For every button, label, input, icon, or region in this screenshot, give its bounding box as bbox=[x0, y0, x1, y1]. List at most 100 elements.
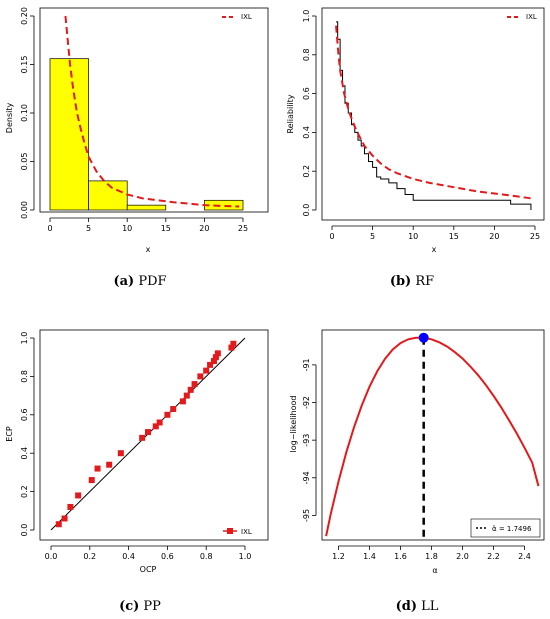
panel-a-y-tick-label: 0.00 bbox=[20, 201, 29, 219]
panel-d-y-tick-label: -91 bbox=[302, 358, 311, 371]
log-likelihood-curve bbox=[325, 336, 540, 537]
density-curve bbox=[64, 15, 240, 208]
panel-c-x-tick-label: 1.0 bbox=[239, 552, 252, 561]
pp-point bbox=[228, 344, 235, 351]
panel-b-y-tick-label: 0.6 bbox=[302, 87, 311, 100]
panel-a-y-tick-label: 0.15 bbox=[20, 56, 29, 74]
panel-d-x-tick-label: 2.0 bbox=[456, 552, 469, 561]
pp-point bbox=[203, 367, 210, 374]
panel-b-y-tick-label: 0.0 bbox=[302, 204, 311, 217]
pp-point bbox=[94, 465, 101, 472]
pp-point bbox=[207, 361, 214, 368]
plot-d-content: 1.2 1.4 1.6 1.8 2.0 2.2 2.4 -95 -94 -93 -92 -91 bbox=[302, 329, 545, 561]
panel-b-y-tick-label: 0.4 bbox=[302, 126, 311, 139]
pp-point bbox=[55, 521, 62, 528]
panel-b-x-tick-label: 10 bbox=[408, 232, 418, 241]
pp-point bbox=[88, 477, 95, 484]
panel-d-legend-label: α̂ = 1.7496 bbox=[492, 525, 532, 533]
plot-c-content: 0.0 0.2 0.4 0.6 0.8 1.0 0.0 0.2 0.4 0.6 0.8 1.0 bbox=[20, 329, 269, 561]
panel-a: 0 5 10 15 20 25 0.00 0.05 0.10 0.15 0.20 Density x… bbox=[5, 7, 269, 289]
pp-point bbox=[61, 515, 68, 522]
panel-d-x-tick-label: 1.4 bbox=[363, 552, 376, 561]
pp-point bbox=[179, 398, 186, 405]
panel-b-x-tick-label: 15 bbox=[449, 232, 459, 241]
panel-b-frame bbox=[321, 7, 545, 221]
panel-c-x-tick-label: 0.2 bbox=[83, 552, 96, 561]
histogram-bar bbox=[126, 204, 167, 211]
pp-point bbox=[183, 392, 190, 399]
pp-point bbox=[187, 386, 194, 393]
panel-a-x-tick-label: 0 bbox=[47, 224, 52, 233]
panel-c-ylabel: ECP bbox=[5, 426, 14, 442]
panel-b-xlabel: x bbox=[432, 245, 437, 254]
panel-b-y-tick-label: 1.0 bbox=[302, 10, 311, 23]
pp-point bbox=[139, 434, 146, 441]
panel-d-x-tick-label: 1.6 bbox=[394, 552, 407, 561]
panel-a-y-tick-label: 0.20 bbox=[20, 7, 29, 25]
panel-b-x-tick-label: 0 bbox=[329, 232, 334, 241]
panel-c-xlabel: OCP bbox=[140, 565, 157, 574]
panel-c-y-tick-label: 0.4 bbox=[20, 447, 29, 460]
panel-b-x-tick-label: 5 bbox=[370, 232, 375, 241]
panel-a-frame bbox=[39, 7, 269, 213]
pp-point bbox=[156, 419, 163, 426]
panel-a-legend-label: IXL bbox=[241, 13, 252, 21]
pp-point bbox=[210, 358, 217, 365]
panel-c-x-tick-label: 0.4 bbox=[122, 552, 135, 561]
panel-d-x-tick-label: 1.8 bbox=[425, 552, 438, 561]
panel-d-xlabel: α bbox=[432, 566, 437, 575]
panel-c-y-tick-label: 0.2 bbox=[20, 485, 29, 498]
panel-d-y-tick-label: -92 bbox=[302, 396, 311, 409]
histogram-bar bbox=[204, 199, 244, 211]
mle-point bbox=[418, 332, 429, 343]
panel-b-caption: (b) RF bbox=[390, 274, 434, 289]
panel-a-x-tick-label: 15 bbox=[161, 224, 171, 233]
pp-point bbox=[75, 492, 82, 499]
panel-a-xlabel: x bbox=[146, 245, 151, 254]
panel-c-legend-label: IXL bbox=[241, 528, 252, 536]
pp-point bbox=[170, 406, 177, 413]
panel-a-ylabel: Density bbox=[5, 103, 14, 134]
panel-c-x-tick-label: 0.0 bbox=[45, 552, 58, 561]
panel-d-x-tick-label: 2.4 bbox=[518, 552, 531, 561]
panel-b-x-tick-label: 20 bbox=[489, 232, 499, 241]
panel-a-caption: (a) PDF bbox=[113, 274, 166, 289]
pp-point bbox=[145, 429, 151, 436]
plot-a-content: 0 5 10 15 20 25 0.00 0.05 0.10 0.15 0.20 bbox=[20, 7, 269, 233]
pp-point bbox=[197, 373, 204, 380]
panel-a-x-tick-label: 10 bbox=[122, 224, 132, 233]
fitted-reliability-curve bbox=[335, 25, 532, 200]
pp-point bbox=[117, 450, 124, 457]
plot-b-content: 0 5 10 15 20 25 0.0 0.2 0.4 0.6 0.8 1.0 bbox=[302, 7, 545, 241]
panel-c-legend-marker bbox=[227, 528, 233, 534]
panel-d-ylabel: log−likelihood bbox=[289, 396, 298, 453]
panel-b-x-tick-label: 25 bbox=[530, 232, 540, 241]
pp-point bbox=[230, 340, 237, 347]
panel-d-x-tick-label: 2.2 bbox=[487, 552, 500, 561]
panel-c-y-tick-label: 1.0 bbox=[20, 332, 29, 345]
panel-d-y-tick-label: -93 bbox=[302, 434, 311, 447]
panel-b-y-tick-label: 0.2 bbox=[302, 165, 311, 178]
pp-point bbox=[214, 350, 221, 357]
panel-d: 1.2 1.4 1.6 1.8 2.0 2.2 2.4 -95 -94 -93 -92 -91 log… bbox=[289, 329, 545, 614]
panel-a-x-tick-label: 20 bbox=[199, 224, 209, 233]
panel-b-legend-label: IXL bbox=[526, 13, 537, 21]
pp-point bbox=[164, 411, 171, 418]
pp-point bbox=[191, 381, 198, 388]
panel-c-y-tick-label: 0.6 bbox=[20, 408, 29, 421]
histogram-bar bbox=[49, 58, 89, 211]
panel-a-y-tick-label: 0.10 bbox=[20, 104, 29, 122]
pp-point bbox=[106, 461, 113, 468]
panel-c-frame bbox=[39, 329, 269, 541]
panel-b-ylabel: Reliability bbox=[286, 94, 295, 133]
panel-d-legend-box bbox=[470, 518, 541, 538]
panel-d-y-tick-label: -94 bbox=[302, 471, 311, 484]
panel-a-x-tick-label: 5 bbox=[86, 224, 91, 233]
histogram-bar bbox=[88, 180, 128, 211]
panel-c-x-tick-label: 0.8 bbox=[200, 552, 213, 561]
panel-a-y-tick-label: 0.05 bbox=[20, 153, 29, 171]
panel-b: 0 5 10 15 20 25 0.0 0.2 0.4 0.6 0.8 1.0 Reliability… bbox=[286, 7, 545, 289]
pp-point bbox=[152, 423, 159, 430]
panel-c-caption: (c) PP bbox=[119, 599, 161, 614]
